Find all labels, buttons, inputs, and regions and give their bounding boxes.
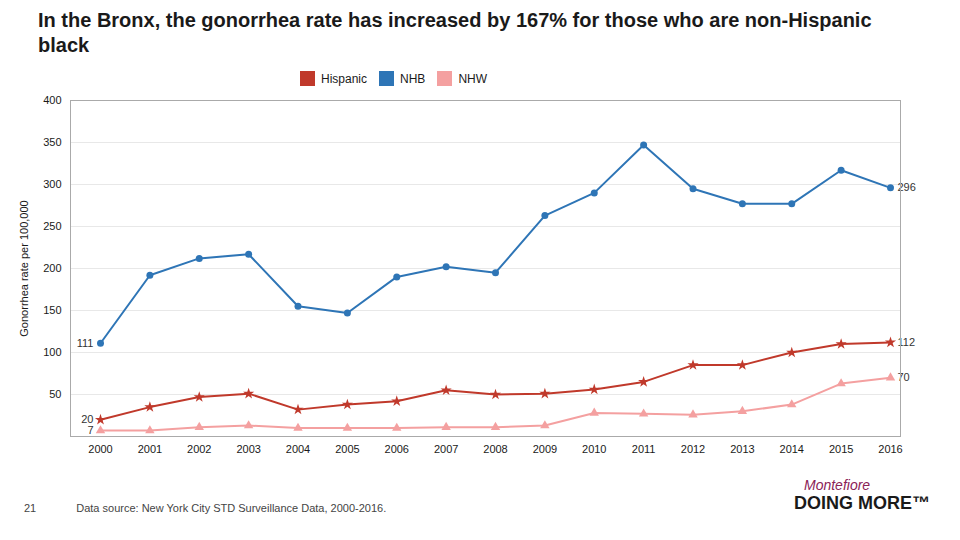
svg-text:400: 400 <box>43 94 61 106</box>
svg-text:2007: 2007 <box>434 443 458 455</box>
svg-text:50: 50 <box>49 388 61 400</box>
svg-text:200: 200 <box>43 262 61 274</box>
svg-text:2008: 2008 <box>483 443 507 455</box>
svg-text:Gonorrhea rate per 100,000: Gonorrhea rate per 100,000 <box>18 200 30 336</box>
svg-text:350: 350 <box>43 136 61 148</box>
svg-text:2001: 2001 <box>138 443 162 455</box>
svg-text:2009: 2009 <box>533 443 557 455</box>
html-text:Montefiore: Montefiore <box>804 477 871 493</box>
svg-text:112: 112 <box>897 335 915 348</box>
html-text:NHW: NHW <box>458 71 487 86</box>
svg-text:2003: 2003 <box>236 443 260 455</box>
svg-text:2016: 2016 <box>878 443 902 455</box>
svg-text:111: 111 <box>77 337 94 349</box>
svg-text:300: 300 <box>43 178 61 190</box>
svg-text:70: 70 <box>898 371 910 383</box>
svg-text:2010: 2010 <box>582 443 606 455</box>
svg-text:2000: 2000 <box>88 443 112 455</box>
svg-text:2012: 2012 <box>681 443 705 455</box>
svg-text:2014: 2014 <box>780 443 804 455</box>
svg-text:20: 20 <box>81 413 94 426</box>
html-text:Hispanic: Hispanic <box>321 71 367 86</box>
svg-text:2004: 2004 <box>286 443 310 455</box>
svg-text:2005: 2005 <box>335 443 359 455</box>
html-text:Data source: New York City STD: Data source: New York City STD Surveilla… <box>76 502 387 514</box>
svg-text:2011: 2011 <box>632 443 656 455</box>
svg-text:2015: 2015 <box>829 443 853 455</box>
svg-text:100: 100 <box>43 346 61 358</box>
svg-text:250: 250 <box>43 220 61 232</box>
svg-text:296: 296 <box>897 181 916 194</box>
html-text:In the Bronx, the gonorrhea ra: In the Bronx, the gonorrhea rate has inc… <box>38 9 872 56</box>
svg-text:7: 7 <box>87 424 93 436</box>
svg-text:2002: 2002 <box>187 443 211 455</box>
svg-text:150: 150 <box>43 304 61 316</box>
html-text:NHB: NHB <box>400 71 426 86</box>
svg-text:2013: 2013 <box>730 443 754 455</box>
html-text:21: 21 <box>24 502 37 514</box>
html-text:DOING MORE™: DOING MORE™ <box>794 493 930 513</box>
svg-text:2006: 2006 <box>385 443 409 455</box>
